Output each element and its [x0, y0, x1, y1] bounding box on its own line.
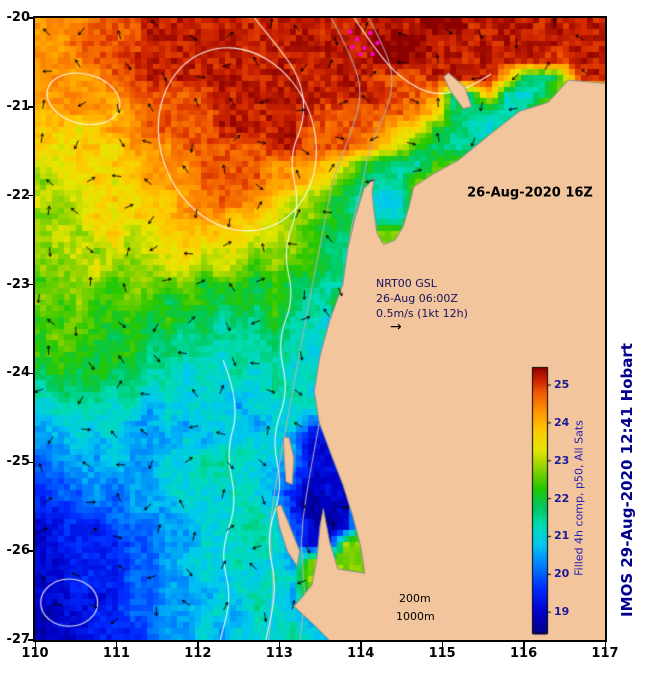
- x-axis-tick-label: 111: [102, 646, 130, 661]
- current-legend-line1: NRT00 GSL: [376, 277, 437, 290]
- current-arrow-icon: →: [390, 319, 402, 335]
- x-axis-tick-label: 117: [591, 646, 619, 661]
- credit-text: IMOS 29-Aug-2020 12:41 Hobart: [618, 343, 636, 617]
- x-axis-tick: [523, 642, 525, 647]
- colorbar-tick-label: 25: [554, 378, 570, 392]
- x-axis-tick: [604, 642, 606, 647]
- depth-label-1000m: 1000m: [396, 610, 435, 623]
- colorbar-tick-label: 22: [554, 491, 570, 505]
- x-axis-tick: [278, 642, 281, 647]
- y-axis-tick: [28, 17, 33, 19]
- colorbar-tick-label: 19: [554, 605, 570, 619]
- x-axis-tick-label: 113: [265, 646, 293, 661]
- colorbar-tick-label: 24: [554, 415, 570, 429]
- x-axis-tick-label: 110: [21, 646, 49, 661]
- colorbar-tick-label: 23: [554, 453, 570, 467]
- y-axis-tick-label: -24: [6, 365, 31, 381]
- current-legend-line2: 26-Aug 06:00Z: [376, 292, 458, 305]
- x-axis-tick: [197, 642, 199, 647]
- y-axis-tick-label: -26: [6, 543, 31, 559]
- y-axis-tick: [28, 461, 33, 464]
- x-axis-tick-label: 114: [347, 646, 375, 661]
- x-axis-tick-label: 115: [428, 646, 456, 661]
- y-axis-tick: [28, 106, 33, 108]
- x-axis-tick: [34, 642, 36, 647]
- x-axis-tick-label: 116: [509, 646, 538, 661]
- y-axis-tick-label: -25: [6, 454, 31, 470]
- y-axis-tick-label: -27: [6, 632, 31, 647]
- depth-label-200m: 200m: [399, 592, 431, 605]
- map-frame: [33, 16, 607, 642]
- x-axis-tick: [115, 642, 118, 647]
- y-axis-tick: [28, 283, 33, 286]
- x-axis-tick: [360, 642, 362, 647]
- y-axis-tick-label: -23: [6, 276, 31, 292]
- y-axis-tick: [28, 372, 33, 375]
- datetime-annotation: 26-Aug-2020 16Z: [467, 185, 593, 201]
- x-axis-tick: [441, 642, 444, 647]
- y-axis-tick-label: -21: [6, 98, 31, 114]
- current-legend: NRT00 GSL 26-Aug 06:00Z 0.5m/s (1kt 12h)…: [376, 276, 468, 334]
- y-axis-tick: [28, 550, 33, 552]
- sst-map-canvas: [35, 18, 605, 640]
- y-axis-tick-label: -22: [6, 187, 31, 203]
- y-axis-tick: [28, 639, 33, 641]
- colorbar-tick-label: 21: [554, 529, 570, 543]
- current-legend-line3: 0.5m/s (1kt 12h): [376, 307, 468, 320]
- x-axis-tick-label: 112: [184, 646, 212, 661]
- y-axis-tick-label: -20: [6, 10, 31, 25]
- colorbar-tick-label: 20: [554, 567, 570, 581]
- y-axis-tick: [28, 194, 33, 197]
